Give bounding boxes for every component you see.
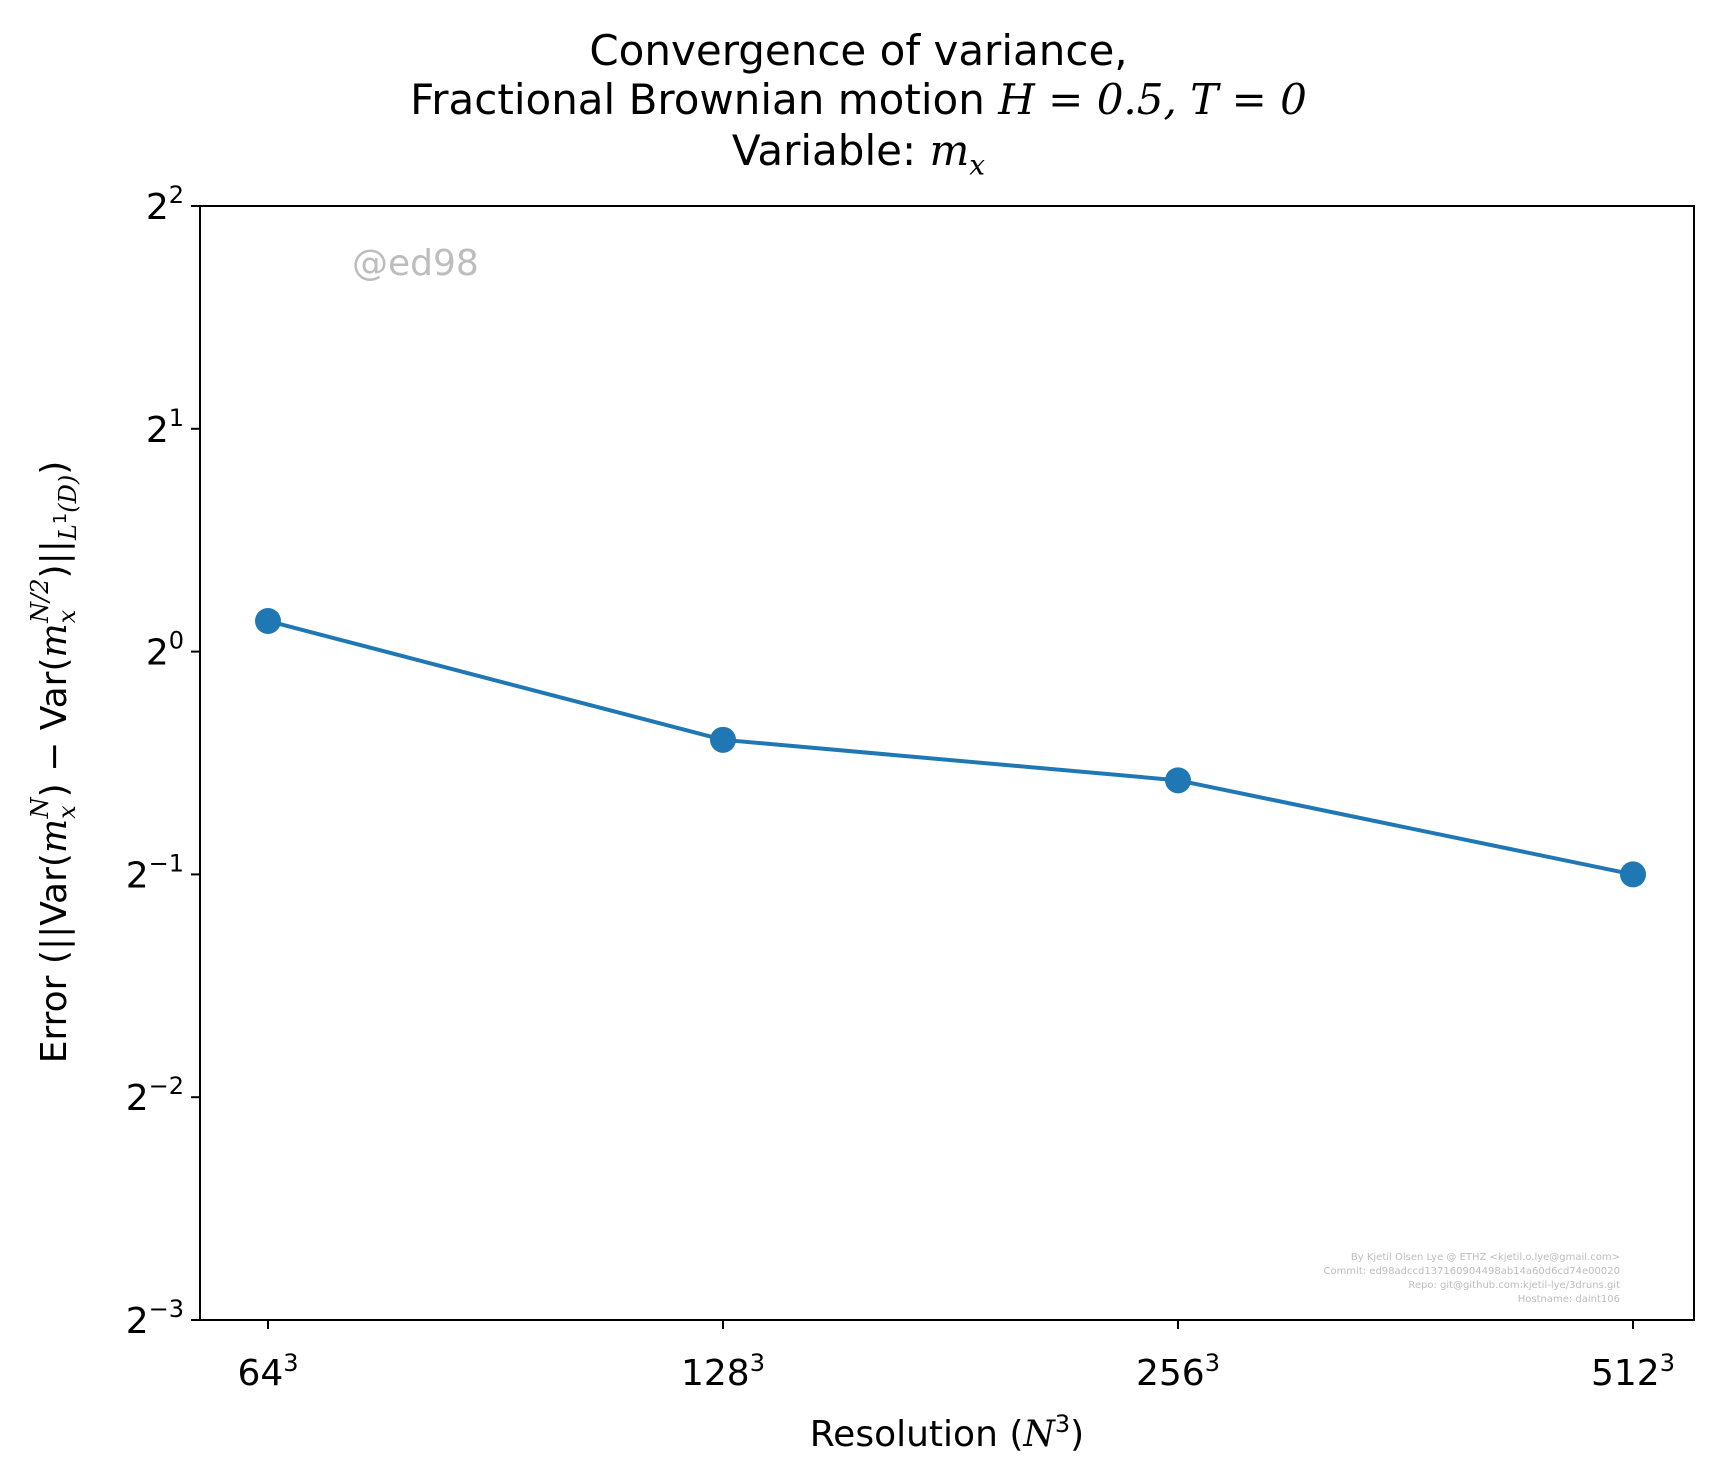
y-tick-label: 22 [146, 181, 184, 228]
credit-line: By Kjetil Olsen Lye @ ETHZ <kjetil.o.lye… [1351, 1252, 1620, 1263]
y-tick-label: 21 [146, 404, 184, 451]
watermark-text: @ed98 [352, 243, 479, 284]
y-tick-label: 2−3 [126, 1295, 184, 1342]
y-tick-label: 20 [146, 627, 184, 674]
credit-text-block: By Kjetil Olsen Lye @ ETHZ <kjetil.o.lye… [1323, 1252, 1620, 1305]
data-point [1165, 767, 1191, 794]
credit-line: Commit: ed98adccd137160904498ab14a60d6cd… [1323, 1266, 1620, 1277]
data-point [710, 726, 736, 753]
x-axis-ticks: 643 1283 2563 5123 [237, 1320, 1675, 1394]
series-layer [255, 607, 1646, 888]
series-line [267, 619, 1634, 877]
credit-line: Hostname: daint106 [1518, 1294, 1620, 1305]
chart-title-line-1: Convergence of variance, [589, 26, 1128, 75]
data-point [1620, 861, 1646, 888]
chart-title-line-3-text: Variable: [731, 126, 930, 175]
chart-title-line-3: Variable: mx [0, 130, 1717, 179]
y-tick-label: 2−1 [126, 849, 184, 896]
y-axis-ticks: 22 21 20 2−1 2−2 2−3 [126, 181, 200, 1342]
plot-frame [199, 205, 1695, 1321]
x-axis-label: Resolution (N3) [810, 1410, 1084, 1455]
chart-title-line-2: Fractional Brownian motion H = 0.5, T = … [0, 79, 1717, 121]
chart-title-line-2-text: Fractional Brownian motion [410, 75, 999, 124]
x-tick-label: 2563 [1136, 1349, 1220, 1394]
credit-line: Repo: git@github.com:kjetil-lye/3druns.g… [1408, 1280, 1620, 1291]
data-point [255, 607, 281, 634]
y-axis-label: Error (||Var(mxN) − Var(mxN/2)||L1(D)) [26, 461, 82, 1064]
chart-title-line-3-math: mx [929, 126, 986, 182]
x-tick-label: 643 [237, 1349, 298, 1394]
y-tick-label: 2−2 [126, 1072, 184, 1119]
x-tick-label: 1283 [681, 1349, 765, 1394]
x-tick-label: 5123 [1591, 1349, 1675, 1394]
chart-title-line-2-math: H = 0.5, T = 0 [998, 75, 1307, 124]
